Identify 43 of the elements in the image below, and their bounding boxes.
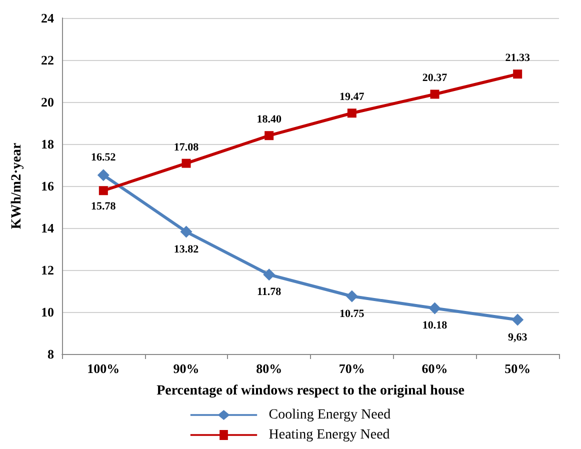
- legend-label: Heating Energy Need: [268, 428, 390, 442]
- y-tick-label: 18: [41, 136, 54, 152]
- point: [513, 70, 522, 79]
- y-tick-label: 8: [48, 346, 54, 362]
- y-tick-label: 20: [41, 94, 54, 110]
- data-label: 10.18: [422, 320, 448, 332]
- y-tick-label: 22: [41, 52, 54, 68]
- x-tick-label: 100%: [87, 361, 120, 376]
- y-axis-title: KWh/m2·year: [10, 142, 24, 230]
- x-tick-label: 90%: [173, 361, 200, 376]
- x-tick-label: 60%: [422, 361, 448, 376]
- y-tick-label: 24: [41, 10, 54, 26]
- point: [430, 90, 440, 99]
- point: [97, 169, 110, 182]
- point: [180, 226, 192, 238]
- data-label: 11.78: [257, 286, 282, 298]
- y-tick-label: 14: [41, 220, 54, 236]
- data-label: 20.37: [422, 72, 448, 84]
- point: [347, 108, 356, 118]
- x-axis-title: Percentage of windows respect to the original house: [156, 384, 464, 398]
- data-label: 19.47: [340, 91, 365, 104]
- data-label: 17.08: [174, 141, 200, 154]
- data-label: 21.33: [505, 52, 530, 64]
- data-label: 13.82: [174, 243, 200, 256]
- point: [512, 314, 524, 326]
- point: [182, 158, 191, 168]
- y-tick-label: 10: [41, 304, 54, 320]
- data-label: 16.52: [91, 152, 116, 164]
- y-tick-label: 12: [41, 262, 54, 278]
- legend-label: Cooling Energy Need: [268, 408, 391, 422]
- data-label: 15.78: [91, 200, 116, 213]
- data-label: 10.75: [340, 308, 365, 320]
- y-tick-label: 16: [41, 178, 54, 194]
- x-tick-label: 70%: [338, 361, 365, 376]
- data-label: 9,63: [508, 331, 528, 344]
- data-label: 18.40: [256, 114, 282, 126]
- point: [346, 290, 358, 302]
- point: [428, 302, 441, 314]
- point: [98, 186, 108, 196]
- point: [263, 268, 276, 281]
- x-tick-label: 50%: [504, 361, 531, 376]
- point: [264, 131, 274, 140]
- x-tick-label: 80%: [256, 361, 282, 376]
